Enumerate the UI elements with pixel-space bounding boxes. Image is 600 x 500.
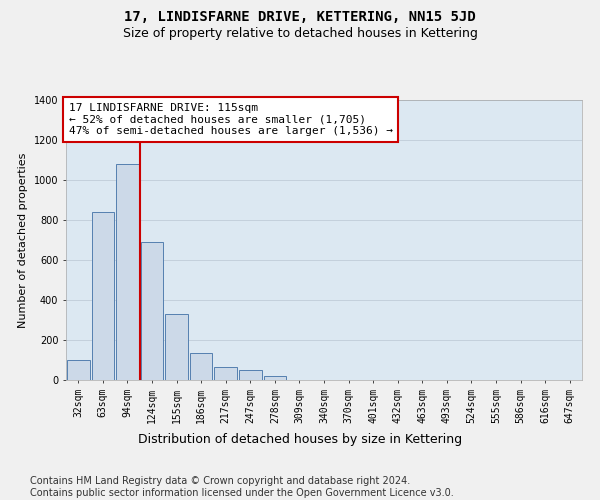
Text: Distribution of detached houses by size in Kettering: Distribution of detached houses by size … <box>138 432 462 446</box>
Text: Contains HM Land Registry data © Crown copyright and database right 2024.
Contai: Contains HM Land Registry data © Crown c… <box>30 476 454 498</box>
Bar <box>165 314 188 380</box>
Bar <box>190 353 212 380</box>
Bar <box>92 212 114 380</box>
Text: 17 LINDISFARNE DRIVE: 115sqm
← 52% of detached houses are smaller (1,705)
47% of: 17 LINDISFARNE DRIVE: 115sqm ← 52% of de… <box>68 103 392 136</box>
Bar <box>116 164 139 380</box>
Text: Size of property relative to detached houses in Kettering: Size of property relative to detached ho… <box>122 28 478 40</box>
Y-axis label: Number of detached properties: Number of detached properties <box>18 152 28 328</box>
Bar <box>239 370 262 380</box>
Text: 17, LINDISFARNE DRIVE, KETTERING, NN15 5JD: 17, LINDISFARNE DRIVE, KETTERING, NN15 5… <box>124 10 476 24</box>
Bar <box>140 242 163 380</box>
Bar <box>214 367 237 380</box>
Bar <box>263 376 286 380</box>
Bar <box>67 360 89 380</box>
